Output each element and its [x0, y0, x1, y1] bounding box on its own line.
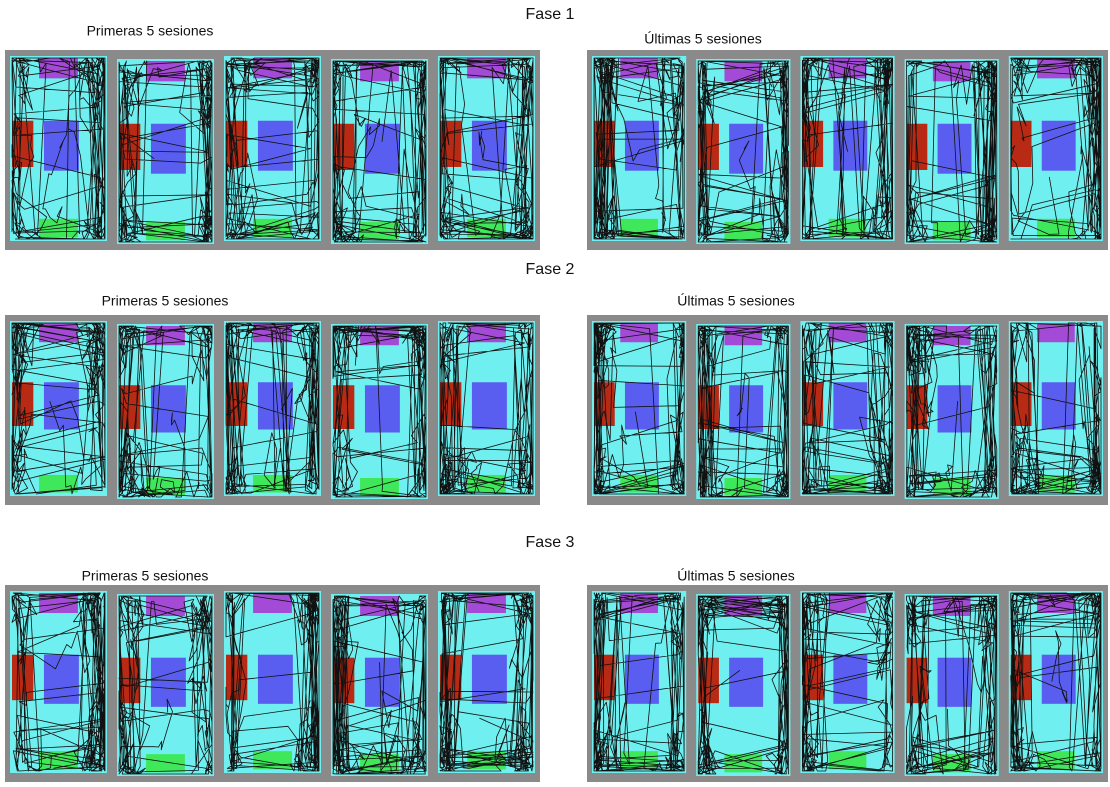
- arena: [796, 317, 898, 500]
- arena: [327, 590, 432, 780]
- arena: [1005, 52, 1107, 245]
- zone-bottom: [360, 754, 399, 772]
- arena: [327, 320, 432, 503]
- arena: [434, 52, 539, 245]
- arena: [796, 52, 898, 245]
- arena: [901, 55, 1003, 248]
- group-label: Últimas 5 sesiones: [677, 568, 795, 584]
- arena: [1005, 587, 1107, 777]
- arena: [6, 52, 111, 245]
- group-label: Primeras 5 sesiones: [102, 293, 229, 309]
- group-label: Últimas 5 sesiones: [644, 31, 762, 47]
- zone-center: [472, 655, 507, 704]
- arena: [6, 317, 111, 500]
- arena: [220, 317, 325, 500]
- zone-center: [729, 658, 763, 707]
- arena: [434, 317, 539, 500]
- arena: [901, 590, 1003, 780]
- arena: [113, 590, 218, 780]
- arena: [1005, 317, 1107, 500]
- arena: [692, 320, 794, 503]
- arena: [588, 52, 690, 245]
- zone-center: [258, 655, 293, 704]
- phase-title: Fase 2: [526, 261, 575, 278]
- arena: [113, 320, 218, 503]
- zone-center: [365, 658, 400, 707]
- zone-center: [729, 124, 763, 174]
- zone-bottom: [253, 219, 292, 238]
- zone-center: [729, 385, 763, 432]
- zone-center: [472, 382, 507, 429]
- zone-center: [938, 385, 972, 432]
- arena: [220, 587, 325, 777]
- zone-center: [365, 385, 400, 432]
- phase-title: Fase 1: [526, 6, 575, 23]
- figure: Fase 1 Primeras 5 sesiones Últimas 5 sesio…: [0, 0, 1110, 787]
- zone-center: [1042, 121, 1076, 171]
- zone-center: [1042, 382, 1076, 429]
- arena: [692, 55, 794, 248]
- zone-bottom: [360, 222, 399, 241]
- arena: [220, 52, 325, 245]
- zone-center: [833, 382, 867, 429]
- group-label: Primeras 5 sesiones: [87, 23, 214, 39]
- zone-center: [44, 382, 79, 429]
- arena: [6, 587, 111, 777]
- arena: [796, 587, 898, 777]
- arena: [901, 320, 1003, 503]
- group-label: Primeras 5 sesiones: [82, 568, 209, 584]
- arena: [588, 317, 690, 500]
- arena: [588, 587, 690, 777]
- arena: [692, 590, 794, 780]
- zone-center: [151, 385, 186, 432]
- arena: [113, 55, 218, 248]
- zone-center: [258, 382, 293, 429]
- arena: [327, 55, 432, 248]
- zone-top: [253, 593, 292, 613]
- zone-center: [151, 658, 186, 707]
- zone-bottom: [829, 751, 867, 769]
- arena: [434, 587, 539, 777]
- zone-bottom: [146, 754, 185, 772]
- zone-center: [151, 124, 186, 174]
- group-label: Últimas 5 sesiones: [677, 293, 795, 309]
- zone-center: [44, 655, 79, 704]
- phase-title: Fase 3: [526, 534, 575, 551]
